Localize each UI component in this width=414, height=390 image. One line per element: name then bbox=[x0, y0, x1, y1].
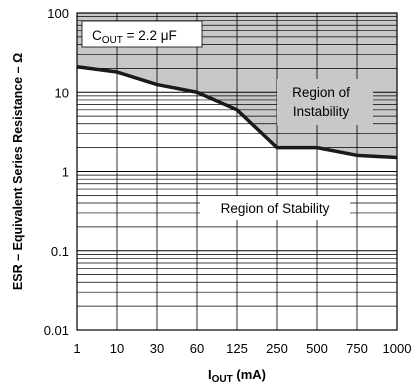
x-tick-label: 125 bbox=[226, 341, 248, 356]
x-tick-label: 30 bbox=[150, 341, 164, 356]
y-tick-label: 0.01 bbox=[44, 323, 69, 338]
y-tick-labels: 100 10 1 0.1 0.01 bbox=[44, 6, 69, 338]
stability-label-box bbox=[200, 196, 350, 220]
x-label-main: I bbox=[208, 367, 212, 382]
esr-boundary-line bbox=[76, 64, 398, 160]
x-tick-label: 10 bbox=[110, 341, 124, 356]
x-tick-label: 750 bbox=[346, 341, 368, 356]
x-tick-label: 500 bbox=[306, 341, 328, 356]
cap-sub: OUT bbox=[102, 35, 123, 46]
y-tick-label: 0.1 bbox=[51, 244, 69, 259]
x-label-sub: OUT bbox=[212, 374, 233, 385]
x-tick-label: 60 bbox=[190, 341, 204, 356]
instability-label-line2: Instability bbox=[293, 104, 350, 119]
x-tick-labels: 1 10 30 60 125 250 500 750 1000 bbox=[73, 341, 411, 356]
cap-rest: = 2.2 μF bbox=[123, 28, 177, 43]
x-label-unit: (mA) bbox=[233, 367, 266, 382]
instability-label-line1: Region of bbox=[292, 85, 350, 100]
x-tick-label: 1 bbox=[73, 341, 80, 356]
y-tick-label: 1 bbox=[62, 165, 69, 180]
capacitance-box bbox=[81, 20, 203, 48]
plot-frame bbox=[76, 12, 398, 331]
y-tick-label: 100 bbox=[47, 6, 69, 21]
y-tick-label: 10 bbox=[55, 85, 69, 100]
instability-label-box bbox=[277, 79, 373, 125]
stability-label: Region of Stability bbox=[221, 201, 330, 216]
y-axis-label: ESR – Equivalent Series Resistance – Ω bbox=[11, 53, 25, 290]
x-axis-label: IOUT (mA) bbox=[208, 367, 266, 385]
x-tick-label: 1000 bbox=[383, 341, 412, 356]
x-tick-label: 250 bbox=[266, 341, 288, 356]
cap-main: C bbox=[92, 28, 102, 43]
capacitance-annotation: COUT = 2.2 μF bbox=[92, 28, 177, 46]
